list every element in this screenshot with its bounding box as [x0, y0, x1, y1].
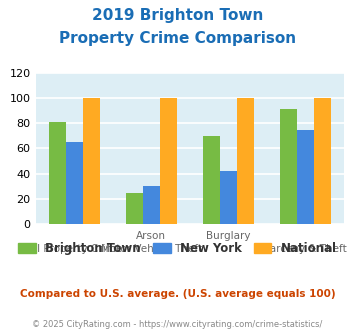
Bar	[49, 122, 66, 224]
Bar	[160, 98, 177, 224]
Text: © 2025 CityRating.com - https://www.cityrating.com/crime-statistics/: © 2025 CityRating.com - https://www.city…	[32, 320, 323, 329]
Bar	[297, 129, 314, 224]
Text: 2019 Brighton Town: 2019 Brighton Town	[92, 8, 263, 23]
Legend: Brighton Town, New York, National: Brighton Town, New York, National	[13, 237, 342, 260]
Text: Burglary: Burglary	[206, 231, 251, 241]
Text: All Property Crime: All Property Crime	[27, 244, 122, 254]
Bar	[203, 136, 220, 224]
Bar	[220, 171, 237, 224]
Bar	[66, 142, 83, 224]
Bar	[280, 109, 297, 224]
Bar	[83, 98, 100, 224]
Bar	[126, 193, 143, 224]
Text: Motor Vehicle Theft: Motor Vehicle Theft	[101, 244, 202, 254]
Bar	[314, 98, 331, 224]
Bar	[143, 186, 160, 224]
Text: Compared to U.S. average. (U.S. average equals 100): Compared to U.S. average. (U.S. average …	[20, 289, 335, 299]
Text: Larceny & Theft: Larceny & Theft	[264, 244, 347, 254]
Bar	[237, 98, 254, 224]
Text: Property Crime Comparison: Property Crime Comparison	[59, 31, 296, 46]
Text: Arson: Arson	[136, 231, 166, 241]
